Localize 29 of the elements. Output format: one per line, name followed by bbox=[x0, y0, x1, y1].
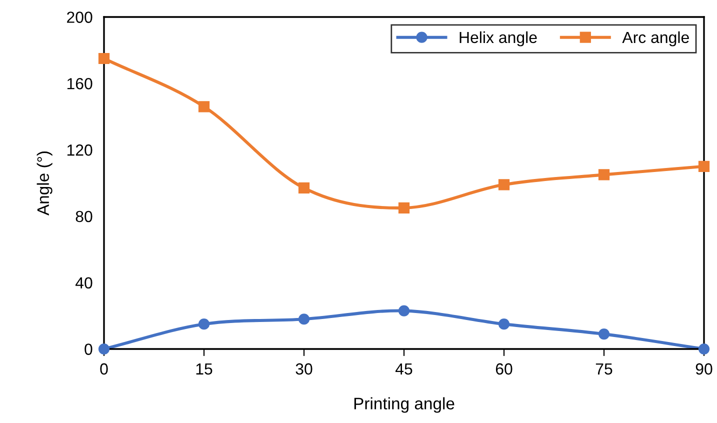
x-axis-title: Printing angle bbox=[354, 397, 454, 413]
point bbox=[598, 169, 610, 180]
y-tick-label: 40 bbox=[75, 277, 92, 289]
point bbox=[598, 328, 610, 340]
legend-label: Arc angle bbox=[622, 31, 689, 46]
x-tick-label: 75 bbox=[596, 363, 612, 375]
x-tick-label: 15 bbox=[196, 363, 212, 375]
point bbox=[498, 318, 510, 330]
point bbox=[98, 52, 110, 64]
x-tick-label: 30 bbox=[296, 363, 312, 375]
point bbox=[298, 182, 310, 194]
y-tick-label: 200 bbox=[67, 12, 92, 23]
y-tick-label: 120 bbox=[67, 144, 92, 156]
x-tick-label: 90 bbox=[696, 363, 712, 375]
y-axis-title: Angle (°) bbox=[36, 152, 52, 216]
x-tick-label: 0 bbox=[100, 363, 108, 375]
point bbox=[398, 305, 410, 316]
point bbox=[298, 314, 310, 325]
y-tick-label: 160 bbox=[67, 78, 92, 90]
x-tick-label: 60 bbox=[496, 363, 512, 375]
point bbox=[198, 101, 210, 112]
y-tick-label: 0 bbox=[84, 344, 92, 355]
y-tick-label: 80 bbox=[76, 210, 92, 222]
x-tick-label: 45 bbox=[395, 363, 412, 375]
legend-label: Helix angle bbox=[460, 31, 537, 46]
point bbox=[498, 179, 510, 190]
point bbox=[698, 160, 710, 172]
point bbox=[198, 318, 210, 330]
point bbox=[398, 202, 410, 214]
